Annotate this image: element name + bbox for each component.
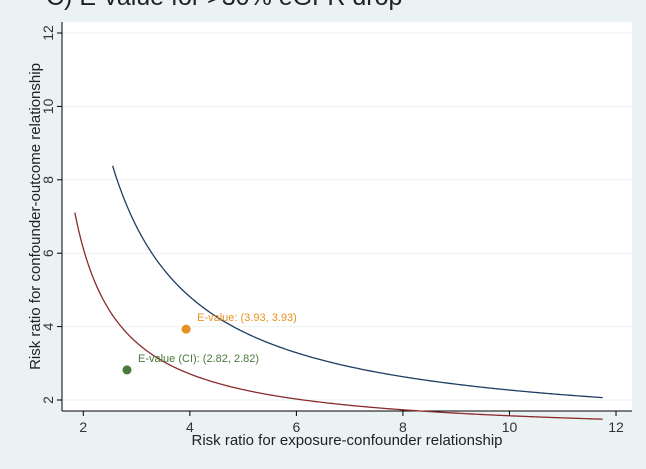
y-tick-label: 10 [40,98,56,114]
y-tick-label: 12 [40,25,56,41]
y-tick-label: 6 [40,249,56,257]
point-label-evalue_point: E-value: (3.93, 3.93) [197,312,297,324]
x-tick-label: 10 [502,419,518,435]
x-tick-label: 2 [79,419,87,435]
point-evalue_ci_point [122,365,132,375]
y-tick-label: 8 [40,176,56,184]
points: E-value: (3.93, 3.93) E-value (CI): (2.82… [122,312,297,375]
x-tick-label: 6 [292,419,300,435]
plot-background [62,22,632,411]
x-tick-label: 4 [186,419,194,435]
chart-title: C) E-value for >30% eGFR drop [46,0,402,12]
x-tick-label: 12 [608,419,624,435]
series [74,165,603,420]
point-label-evalue_ci_point: E-value (CI): (2.82, 2.82) [138,353,259,365]
y-axis-label: Risk ratio for confounder-outcome relati… [27,63,44,370]
y-tick-label: 2 [40,396,56,404]
series-line-evalue_ci [74,212,603,420]
x-axis-label: Risk ratio for exposure-confounder relat… [192,432,503,449]
grid [62,32,632,401]
axes: 2 4 6 8 10 12 2 4 6 8 10 12 [40,22,632,435]
point-evalue_point [181,324,191,334]
x-tick-label: 8 [399,419,407,435]
y-tick-label: 4 [40,322,56,330]
series-line-evalue [111,165,603,399]
